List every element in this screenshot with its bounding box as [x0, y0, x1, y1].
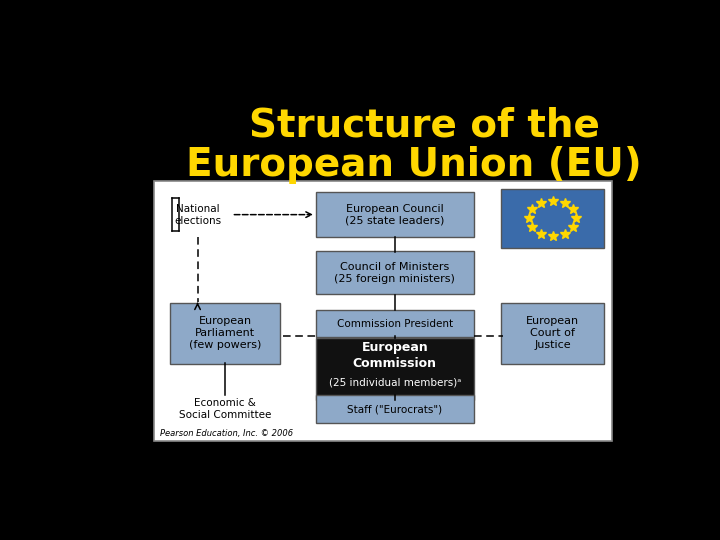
Bar — [501, 188, 604, 248]
Bar — [154, 181, 612, 441]
Bar — [170, 303, 280, 364]
Text: European
Parliament
(few powers): European Parliament (few powers) — [189, 316, 261, 350]
Text: Structure of the: Structure of the — [249, 106, 600, 144]
Text: (25 individual members)ᵃ: (25 individual members)ᵃ — [328, 378, 461, 388]
Bar — [501, 303, 604, 364]
Text: European Union (EU): European Union (EU) — [186, 146, 642, 184]
Text: European
Court of
Justice: European Court of Justice — [526, 316, 579, 350]
Text: European
Commission: European Commission — [353, 341, 437, 369]
Text: Staff ("Eurocrats"): Staff ("Eurocrats") — [347, 404, 442, 414]
Text: Pearson Education, Inc. © 2006: Pearson Education, Inc. © 2006 — [160, 429, 293, 438]
Text: European Council
(25 state leaders): European Council (25 state leaders) — [345, 204, 444, 226]
Text: Commission President: Commission President — [337, 319, 453, 329]
Bar — [316, 310, 474, 337]
Text: National
elections: National elections — [174, 204, 221, 226]
Bar — [316, 251, 474, 294]
Text: Economic &
Social Committee: Economic & Social Committee — [179, 398, 271, 420]
Bar — [316, 338, 474, 400]
Text: Council of Ministers
(25 foreign ministers): Council of Ministers (25 foreign ministe… — [334, 261, 455, 284]
Bar — [316, 192, 474, 237]
Bar — [316, 395, 474, 423]
